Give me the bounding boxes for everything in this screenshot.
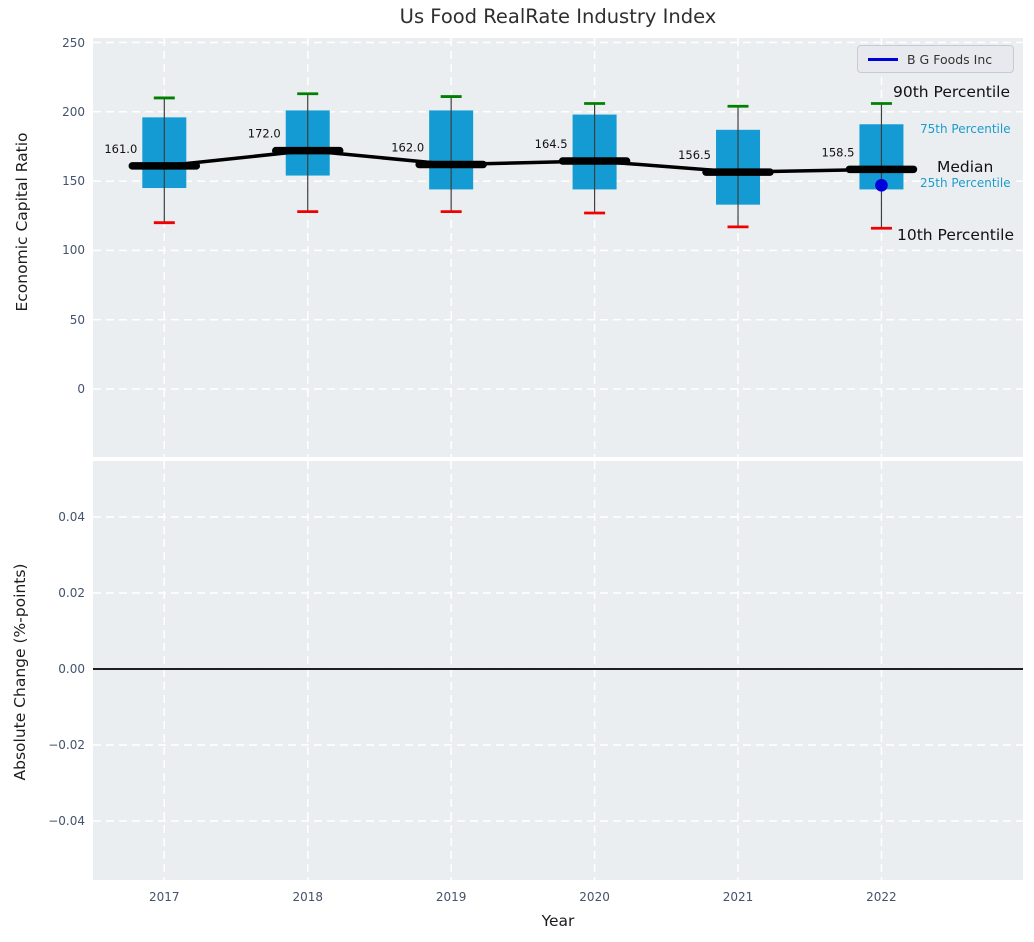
median-value-label-2022: 158.5 <box>822 145 855 159</box>
ytick-bottom-2: 0.00 <box>58 662 85 676</box>
top-plot-area: 161.0 172.0 162.0 164.5 156.5 158.5 B G Foods… <box>93 38 1023 457</box>
ytick-bottom-0: 0.04 <box>58 510 85 524</box>
annotation-90th-percentile: 90th Percentile <box>893 83 1011 101</box>
ytick-top-50: 50 <box>69 312 85 327</box>
ytick-top-250: 250 <box>62 35 85 50</box>
company-data-point <box>875 178 888 192</box>
change-plot-svg <box>93 461 1023 880</box>
xtick-2022: 2022 <box>866 890 897 904</box>
legend-line-swatch <box>868 57 898 61</box>
legend-label: B G Foods Inc <box>907 51 993 67</box>
boxplot-svg: 161.0 172.0 162.0 164.5 156.5 158.5 <box>93 38 1023 457</box>
xtick-2019: 2019 <box>435 890 467 904</box>
ytick-top-150: 150 <box>62 174 85 189</box>
ytick-top-0: 0 <box>77 382 85 396</box>
ytick-top-200: 200 <box>62 104 85 119</box>
chart-title: Us Food RealRate Industry Index <box>399 5 717 28</box>
bottom-plot-area <box>93 461 1023 880</box>
median-value-label-2021: 156.5 <box>678 148 711 162</box>
median-value-label-2017: 161.0 <box>104 142 137 156</box>
median-trend-line <box>164 148 882 174</box>
legend: B G Foods Inc <box>857 45 1014 73</box>
median-value-label-2020: 164.5 <box>535 137 568 151</box>
annotation-10th-percentile: 10th Percentile <box>897 226 1015 244</box>
xtick-2018: 2018 <box>292 890 323 904</box>
median-value-label-2019: 162.0 <box>391 140 424 154</box>
median-value-label-2018: 172.0 <box>248 127 281 141</box>
annotation-median: Median <box>937 158 994 176</box>
xtick-2020: 2020 <box>579 890 610 904</box>
xtick-2021: 2021 <box>722 890 754 904</box>
annotation-75th-percentile: 75th Percentile <box>920 122 1011 136</box>
x-axis-label: Year <box>541 912 575 930</box>
xtick-2017: 2017 <box>149 890 180 904</box>
ytick-top-100: 100 <box>62 243 85 258</box>
ytick-bottom-4: −0.04 <box>48 814 85 828</box>
ytick-bottom-1: 0.02 <box>58 586 85 600</box>
annotation-25th-percentile: 25th Percentile <box>920 176 1011 190</box>
ytick-bottom-3: −0.02 <box>48 738 85 752</box>
